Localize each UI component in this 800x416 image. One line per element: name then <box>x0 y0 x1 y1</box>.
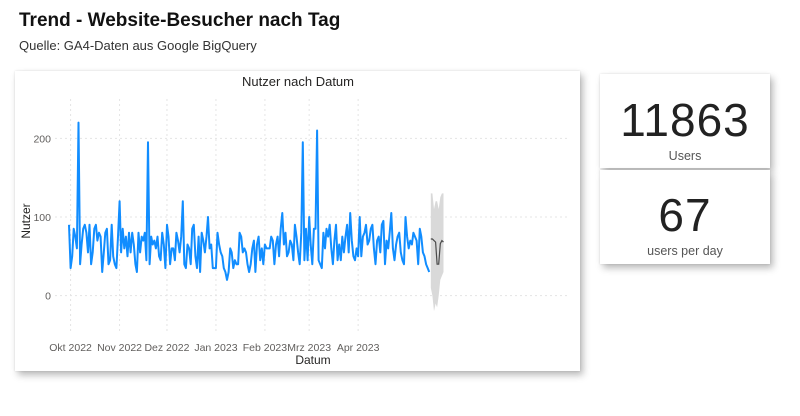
forecast-line <box>430 238 444 265</box>
kpi-users-label: Users <box>668 149 702 163</box>
x-tick-label: Apr 2023 <box>337 342 380 354</box>
y-tick-label: 100 <box>33 212 51 224</box>
y-tick-label: 200 <box>33 133 51 145</box>
x-tick-label: Feb 2023 <box>243 342 288 354</box>
kpi-card-users[interactable]: 11863 Users <box>600 74 770 168</box>
y-axis-title: Nutzer <box>19 203 33 238</box>
x-axis-title: Datum <box>295 353 330 367</box>
x-tick-label: Jan 2023 <box>194 342 237 354</box>
x-tick-label: Dez 2022 <box>144 342 189 354</box>
x-tick-label: Okt 2022 <box>49 342 92 354</box>
kpi-per-day-value: 67 <box>658 189 712 241</box>
chart-title: Nutzer nach Datum <box>242 74 354 89</box>
line-chart[interactable]: Nutzer nach Datum 0 100 200 Okt 2022 Nov 202… <box>15 71 580 371</box>
series-line-nutzer[interactable] <box>68 121 431 281</box>
forecast-confidence-band <box>430 193 444 312</box>
page-subtitle: Quelle: GA4-Daten aus Google BigQuery <box>19 38 257 53</box>
y-tick-label: 0 <box>45 291 51 303</box>
kpi-per-day-label: users per day <box>647 244 723 258</box>
x-tick-label: Nov 2022 <box>97 342 142 354</box>
x-tick-label: Mrz 2023 <box>287 342 331 354</box>
kpi-card-per-day[interactable]: 67 users per day <box>600 170 770 264</box>
line-chart-card[interactable]: Nutzer nach Datum 0 100 200 Okt 2022 Nov 202… <box>15 71 580 371</box>
kpi-users-value: 11863 <box>620 94 750 146</box>
page-title: Trend - Website-Besucher nach Tag <box>19 10 341 31</box>
